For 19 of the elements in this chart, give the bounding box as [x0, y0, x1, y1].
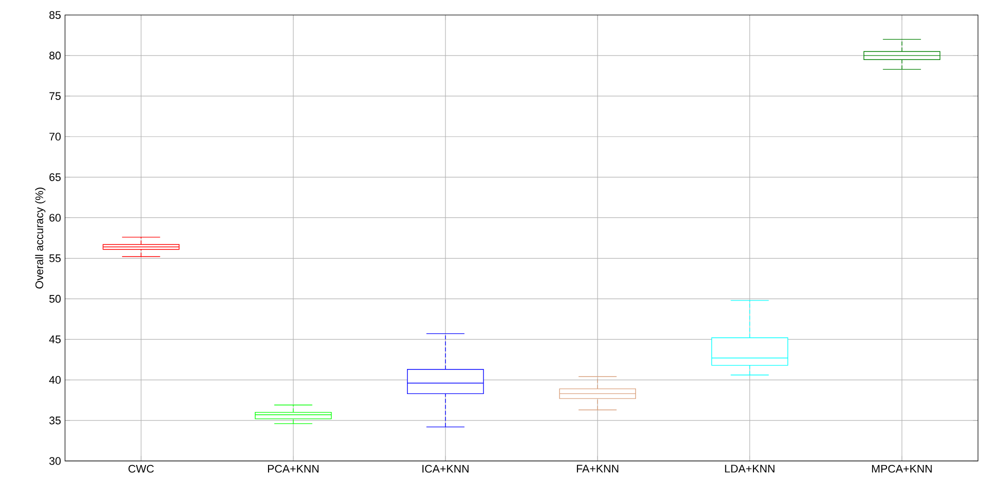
y-tick-label: 75	[49, 92, 61, 100]
x-tick-label: PCA+KNN	[268, 464, 318, 473]
y-tick-label: 55	[49, 254, 61, 262]
x-tick-label: ICA+KNN	[422, 464, 469, 473]
y-tick-label: 35	[49, 416, 61, 424]
y-axis-title: Overall accuracy (%)	[35, 188, 46, 289]
y-tick-label: 60	[49, 214, 61, 222]
x-tick-label: CWC	[128, 464, 154, 473]
y-tick-label: 85	[49, 11, 61, 19]
x-tick-label: LDA+KNN	[725, 464, 774, 472]
y-tick-label: 40	[49, 376, 61, 384]
x-tick-label: FA+KNN	[576, 464, 618, 472]
y-tick-label: 80	[49, 52, 61, 60]
y-tick-label: 65	[49, 173, 61, 182]
x-tick-label: MPCA+KNN	[872, 464, 932, 473]
y-tick-label: 50	[49, 294, 61, 303]
y-tick-label: 45	[49, 336, 61, 344]
y-tick-label: 70	[49, 132, 61, 141]
y-tick-label: 30	[49, 457, 61, 465]
